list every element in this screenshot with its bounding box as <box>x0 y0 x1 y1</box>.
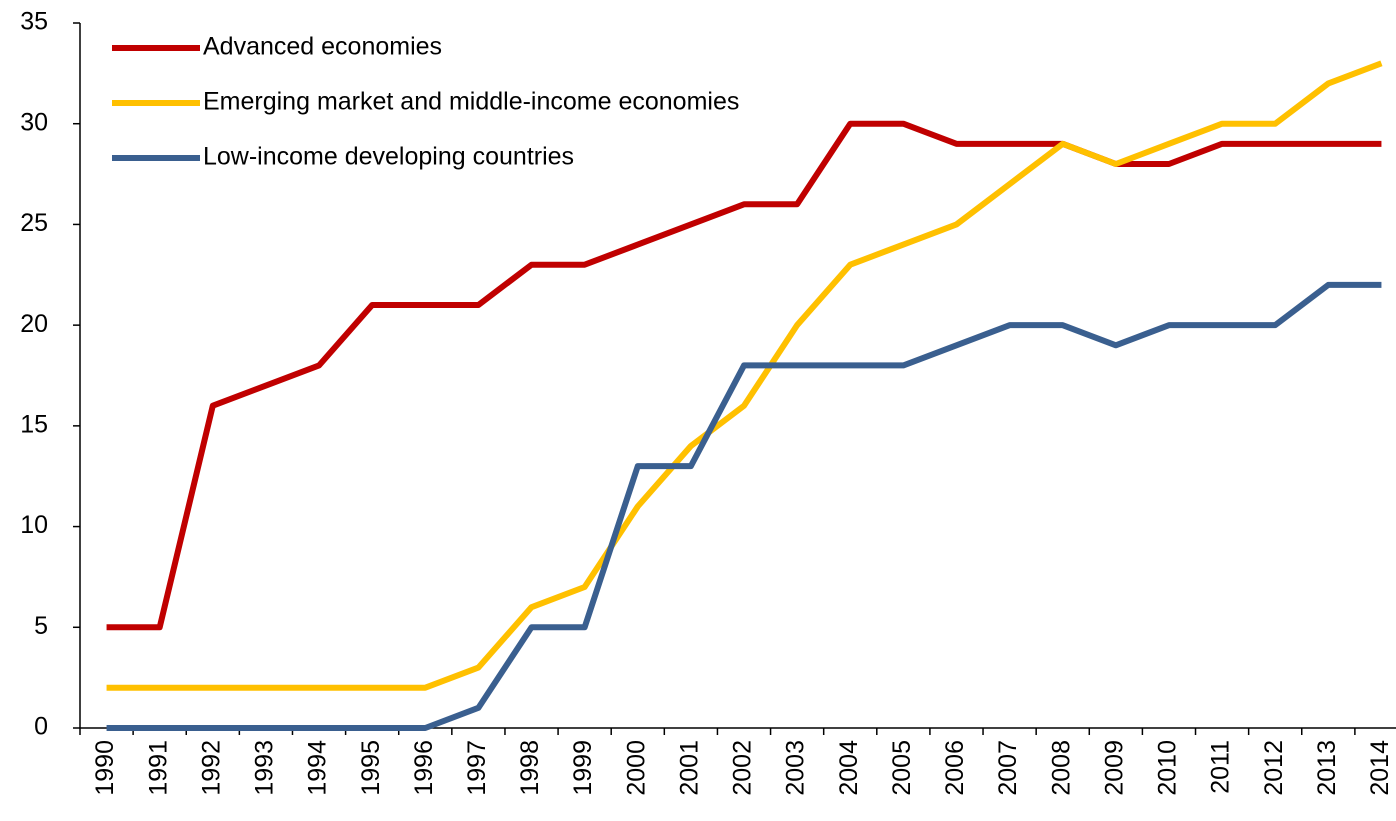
x-tick-label: 2009 <box>1100 740 1128 796</box>
x-tick-label: 2001 <box>675 740 703 796</box>
x-tick-label: 1991 <box>144 740 172 796</box>
y-tick-label: 15 <box>20 410 48 438</box>
x-tick-label: 2011 <box>1207 740 1235 794</box>
x-tick-label: 2004 <box>835 740 863 796</box>
x-tick-label: 2012 <box>1260 740 1288 796</box>
series-line <box>106 60 1383 691</box>
legend-label: Emerging market and middle-income econom… <box>203 88 739 116</box>
y-tick-label: 0 <box>34 713 48 741</box>
legend-label: Advanced economies <box>203 33 442 61</box>
y-tick-label: 25 <box>20 209 48 237</box>
x-tick-label: 2006 <box>941 740 969 796</box>
x-tick-label: 2010 <box>1154 740 1182 796</box>
y-tick-label: 20 <box>20 310 48 338</box>
x-tick-label: 2002 <box>729 740 757 796</box>
y-tick-label: 5 <box>34 612 48 640</box>
x-tick-label: 1996 <box>410 740 438 796</box>
x-tick-label: 1999 <box>569 740 597 796</box>
x-tick-label: 2005 <box>888 740 916 796</box>
x-tick-label: 1993 <box>251 740 279 796</box>
series-line <box>106 120 1382 631</box>
x-tick-label: 1990 <box>91 740 119 796</box>
y-tick-label: 35 <box>20 8 48 36</box>
legend-label: Low-income developing countries <box>203 143 574 171</box>
x-tick-label: 1992 <box>197 740 225 796</box>
x-tick-label: 2013 <box>1313 740 1341 796</box>
y-tick-label: 30 <box>20 108 48 136</box>
x-tick-label: 1997 <box>463 740 491 796</box>
x-tick-label: 2003 <box>782 740 810 796</box>
x-tick-label: 1995 <box>357 740 385 796</box>
x-tick-label: 2014 <box>1366 740 1394 796</box>
y-tick-label: 10 <box>20 511 48 539</box>
x-tick-label: 2007 <box>994 740 1022 796</box>
x-tick-label: 2008 <box>1047 740 1075 796</box>
x-tick-label: 1998 <box>516 740 544 796</box>
x-tick-label: 2000 <box>622 740 650 796</box>
series-line <box>106 281 1382 731</box>
x-tick-label: 1994 <box>304 740 332 796</box>
